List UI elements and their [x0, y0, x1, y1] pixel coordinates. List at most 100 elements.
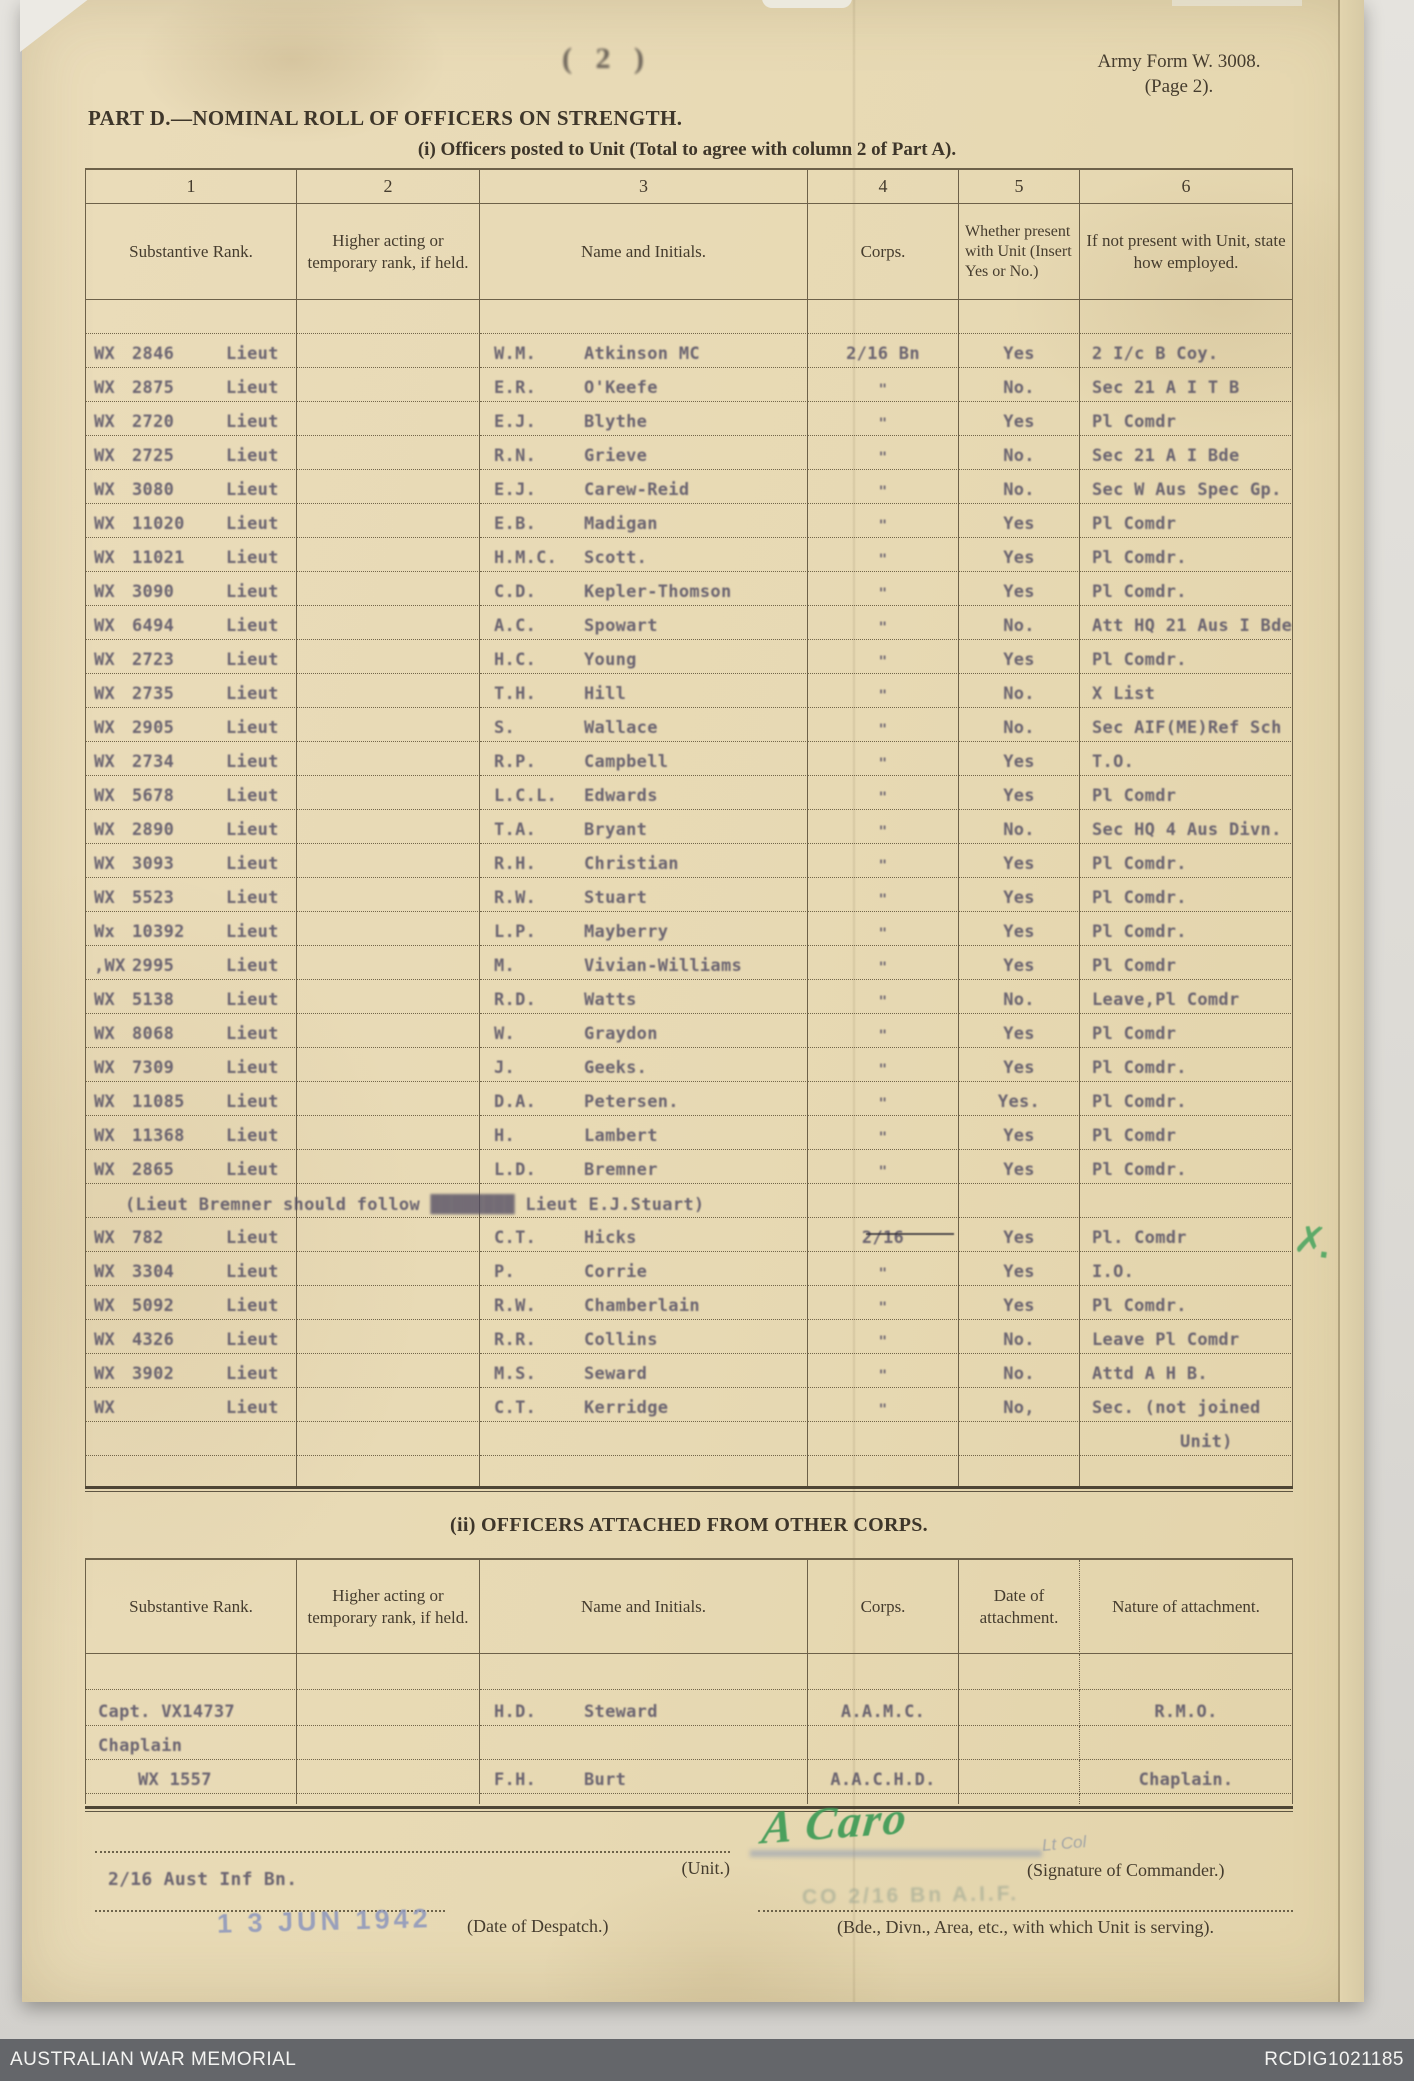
employed-cell: Sec AIF(ME)Ref Sch	[1080, 708, 1293, 742]
corps-text: "	[878, 416, 888, 432]
attached-rank-text: Capt. VX14737	[98, 1702, 235, 1722]
initials-text: L.D.	[494, 1160, 537, 1180]
name-cell	[480, 1422, 808, 1456]
present-text: Yes	[1003, 650, 1035, 670]
corps-cell	[808, 1456, 959, 1486]
name-cell: C.T. Hicks	[480, 1218, 808, 1252]
substantive-rank-cell	[85, 1654, 297, 1690]
service-number: 2723	[132, 650, 175, 670]
nature-text: R.M.O.	[1154, 1702, 1218, 1722]
employed-cell: Pl. Comdr	[1080, 1218, 1293, 1252]
initials-text: S.	[494, 718, 516, 738]
unit-label: (Unit.)	[681, 1858, 731, 1878]
section-i-subtitle: (i) Officers posted to Unit (Total to ag…	[417, 139, 957, 160]
initials-text: T.H.	[494, 684, 537, 704]
corps-text: "	[878, 1096, 888, 1112]
service-prefix: WX	[94, 514, 116, 534]
present-text: Yes	[1003, 1262, 1035, 1282]
substantive-rank-cell: WX 2846 Lieut	[85, 334, 297, 368]
rank-text: Lieut	[226, 514, 279, 534]
rank-text: Lieut	[226, 1058, 279, 1078]
corps-cell: "	[808, 878, 959, 912]
present-text: Yes	[1003, 922, 1035, 942]
initials-text: W.	[494, 1024, 516, 1044]
employed-cell: Pl Comdr	[1080, 1116, 1293, 1150]
employed-cell: Sec 21 A I Bde	[1080, 436, 1293, 470]
acting-rank-cell	[297, 1422, 480, 1456]
employed-text: Pl Comdr.	[1092, 1296, 1187, 1316]
rank-text: Lieut	[226, 854, 279, 874]
overflow-row: Unit)	[85, 1422, 1293, 1456]
service-prefix: WX	[94, 1296, 116, 1316]
name-cell	[480, 300, 808, 334]
acting-rank-cell	[297, 980, 480, 1014]
initials-text: M.	[494, 956, 516, 976]
blank-row	[85, 300, 1293, 334]
service-prefix: WX	[94, 1330, 116, 1350]
attached-rank-text: Chaplain	[98, 1736, 183, 1756]
present-text: Yes	[1003, 1126, 1035, 1146]
col-number: 4	[808, 170, 959, 204]
roll-row: WX 2720 Lieut E.J. Blythe " Yes Pl Comdr	[85, 402, 1293, 436]
employed-cell: I.O.	[1080, 1252, 1293, 1286]
roll-row: WX 7309 Lieut J. Geeks. " Yes Pl Comdr.	[85, 1048, 1293, 1082]
present-cell: Yes	[959, 1252, 1080, 1286]
employed-cell: Pl Comdr.	[1080, 1048, 1293, 1082]
initials-text: D.A.	[494, 1092, 537, 1112]
employed-cell: Sec. (not joined	[1080, 1388, 1293, 1422]
employed-text: Pl Comdr	[1092, 412, 1177, 432]
acting-rank-cell	[297, 606, 480, 640]
employed-text: Pl. Comdr	[1092, 1228, 1187, 1248]
header-how-employed: If not present with Unit, state how empl…	[1080, 204, 1293, 300]
note-before: (Lieut Bremner should follow	[125, 1195, 431, 1215]
present-cell	[959, 300, 1080, 334]
corps-text: "	[878, 1130, 888, 1146]
attached-table-body: Capt. VX14737 H.D. Steward A.A.M.C. R.M.O. Ch…	[85, 1654, 1293, 1804]
employed-text: Pl Comdr.	[1092, 854, 1187, 874]
initials-text: R.W.	[494, 888, 537, 908]
roll-row: WX 2890 Lieut T.A. Bryant " No. Sec HQ 4 Aus Di…	[85, 810, 1293, 844]
unit-value: 2/16 Aust Inf Bn.	[108, 1869, 298, 1890]
nature-text: Chaplain.	[1138, 1770, 1234, 1790]
attached-row: Chaplain	[85, 1726, 1293, 1760]
roll-row: WX Lieut C.T. Kerridge " No, Sec. (not joined	[85, 1388, 1293, 1422]
blank-row	[85, 1654, 1293, 1690]
note-after: Lieut E.J.Stuart)	[514, 1195, 705, 1215]
employed-cell: Pl Comdr.	[1080, 1082, 1293, 1116]
employed-cell: Sec 21 A I T B	[1080, 368, 1293, 402]
service-prefix: WX	[94, 888, 116, 908]
rank-text: Lieut	[226, 718, 279, 738]
acting-rank-cell	[297, 1184, 480, 1218]
corps-text: "	[878, 824, 888, 840]
name-cell: W. Graydon	[480, 1014, 808, 1048]
corps-text: "	[878, 892, 888, 908]
substantive-rank-cell: WX 5092 Lieut	[85, 1286, 297, 1320]
correction-note-row: (Lieut Bremner should follow ████████ Li…	[85, 1184, 1293, 1218]
corps-cell: A.A.M.C.	[808, 1690, 959, 1726]
employed-text: Leave,Pl Comdr	[1092, 990, 1240, 1010]
service-number: 5678	[132, 786, 175, 806]
surname-text: Campbell	[584, 752, 669, 772]
substantive-rank-cell: Capt. VX14737	[85, 1690, 297, 1726]
substantive-rank-cell: WX 2734 Lieut	[85, 742, 297, 776]
date-stamp: 1 3 JUN 1942	[216, 1903, 432, 1939]
name-cell: L.C.L. Edwards	[480, 776, 808, 810]
substantive-rank-cell: WX 3080 Lieut	[85, 470, 297, 504]
initials-text: H.C.	[494, 650, 537, 670]
employed-cell: Sec W Aus Spec Gp.	[1080, 470, 1293, 504]
service-prefix: WX	[94, 1160, 116, 1180]
surname-text: Steward	[584, 1702, 658, 1722]
employed-text: Pl Comdr	[1092, 956, 1177, 976]
acting-rank-cell	[297, 300, 480, 334]
substantive-rank-cell: WX 1557	[85, 1760, 297, 1794]
present-cell: Yes.	[959, 1082, 1080, 1116]
corps-cell: "	[808, 1048, 959, 1082]
attached-row: WX 1557 F.H. Burt A.A.C.H.D. Chaplain.	[85, 1760, 1293, 1794]
corps-cell: "	[808, 640, 959, 674]
employed-cell	[1080, 1456, 1293, 1486]
acting-rank-cell	[297, 1320, 480, 1354]
initials-text: E.J.	[494, 480, 537, 500]
torn-edge	[762, 0, 852, 8]
name-cell: J. Geeks.	[480, 1048, 808, 1082]
header-name-initials: Name and Initials.	[480, 1560, 808, 1654]
